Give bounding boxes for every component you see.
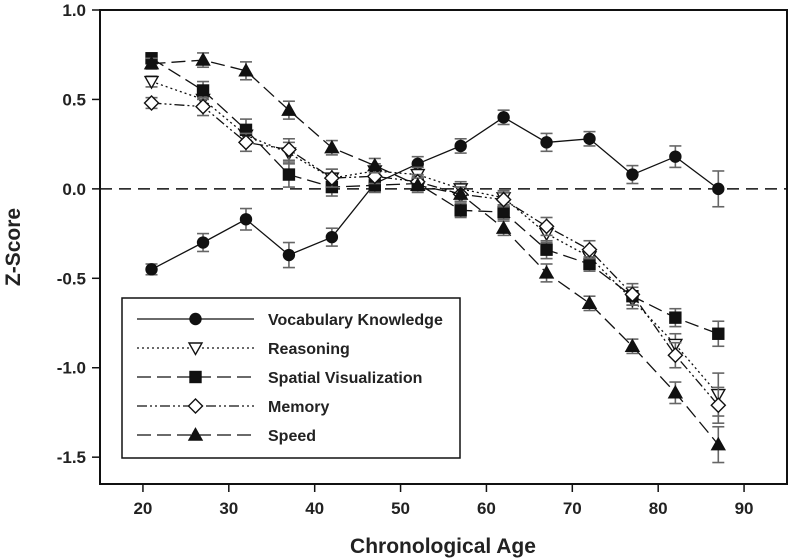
x-tick-label: 30 (219, 499, 238, 518)
legend-marker (187, 427, 204, 441)
data-point (410, 177, 426, 191)
data-point (195, 52, 211, 66)
legend: Vocabulary Knowledge Reasoning Spatial Vis… (121, 297, 461, 459)
x-tick-label: 50 (391, 499, 410, 518)
axis-title-layer: Chronological Age Z-Score (2, 208, 536, 558)
tick-layer: 20 30 40 50 60 70 80 90 1.0 0.5 0.0 -0.5 -1.0 -1.5 (57, 1, 754, 518)
data-point (280, 141, 297, 158)
data-point (497, 111, 510, 124)
x-tick-label: 20 (133, 499, 152, 518)
data-point (195, 98, 212, 115)
data-point (239, 213, 253, 226)
data-point (712, 327, 725, 340)
legend-label: Vocabulary Knowledge (268, 312, 443, 329)
data-point (538, 265, 555, 279)
legend-item: Memory (137, 398, 329, 416)
data-point (669, 150, 682, 163)
series-vocabulary-knowledge (145, 109, 725, 276)
data-point (626, 168, 639, 181)
series-line (151, 80, 719, 396)
x-tick-label: 70 (563, 499, 582, 518)
data-point (454, 204, 467, 217)
data-point (538, 218, 555, 235)
y-tick-label: 0.0 (62, 180, 86, 199)
data-point (669, 311, 682, 324)
legend-label: Reasoning (268, 341, 350, 358)
data-point (452, 186, 469, 200)
data-point (540, 136, 553, 149)
data-point (143, 55, 160, 70)
x-tick-label: 40 (305, 499, 324, 518)
data-point (497, 205, 510, 219)
legend-item: Reasoning (137, 341, 350, 358)
series-layer (143, 52, 727, 464)
data-point (324, 139, 340, 154)
data-point (581, 295, 598, 310)
data-point (624, 286, 641, 303)
series-line (151, 116, 719, 270)
legend-marker (189, 370, 202, 384)
series-line (151, 57, 719, 335)
legend-item: Vocabulary Knowledge (137, 312, 443, 329)
data-point (581, 241, 598, 258)
data-point (143, 75, 160, 90)
data-point (145, 263, 158, 276)
legend-marker (189, 312, 202, 326)
data-point (624, 338, 641, 352)
series-speed (143, 52, 726, 464)
data-point (495, 191, 512, 208)
plot-area-frame (99, 9, 788, 485)
x-axis-title: Chronological Age (350, 535, 536, 558)
data-point (667, 347, 684, 364)
data-point (282, 248, 296, 262)
legend-item: Spatial Visualization (137, 370, 422, 387)
data-point (583, 257, 596, 271)
data-point (281, 102, 297, 116)
legend-marker (187, 398, 204, 414)
y-tick-label: -1.5 (57, 448, 86, 467)
y-tick-label: -1.0 (57, 359, 86, 378)
data-point (238, 62, 254, 77)
x-tick-label: 60 (477, 499, 496, 518)
data-point (323, 170, 340, 187)
data-point (196, 236, 210, 249)
legend-label: Memory (268, 399, 329, 416)
data-point (143, 95, 160, 112)
data-point (540, 243, 553, 256)
legend-label: Spatial Visualization (268, 370, 422, 387)
x-tick-label: 90 (735, 499, 754, 518)
data-point (710, 436, 726, 451)
y-tick-label: 0.5 (62, 90, 86, 109)
data-point (282, 168, 296, 181)
data-point (325, 230, 339, 244)
legend-item: Speed (137, 427, 316, 445)
data-point (196, 84, 210, 97)
legend-box (121, 297, 461, 459)
data-point (710, 397, 727, 414)
y-axis-title: Z-Score (2, 208, 25, 286)
x-tick-label: 80 (649, 499, 668, 518)
data-point (367, 157, 383, 172)
data-point (667, 384, 684, 399)
data-point (712, 182, 725, 196)
legend-label: Speed (268, 428, 316, 445)
series-line (151, 59, 719, 446)
data-point (454, 139, 467, 153)
y-tick-label: -0.5 (57, 269, 86, 288)
data-point (237, 134, 254, 151)
legend-marker (187, 342, 204, 356)
data-point (495, 220, 512, 234)
y-tick-label: 1.0 (62, 1, 86, 20)
data-point (583, 132, 596, 145)
